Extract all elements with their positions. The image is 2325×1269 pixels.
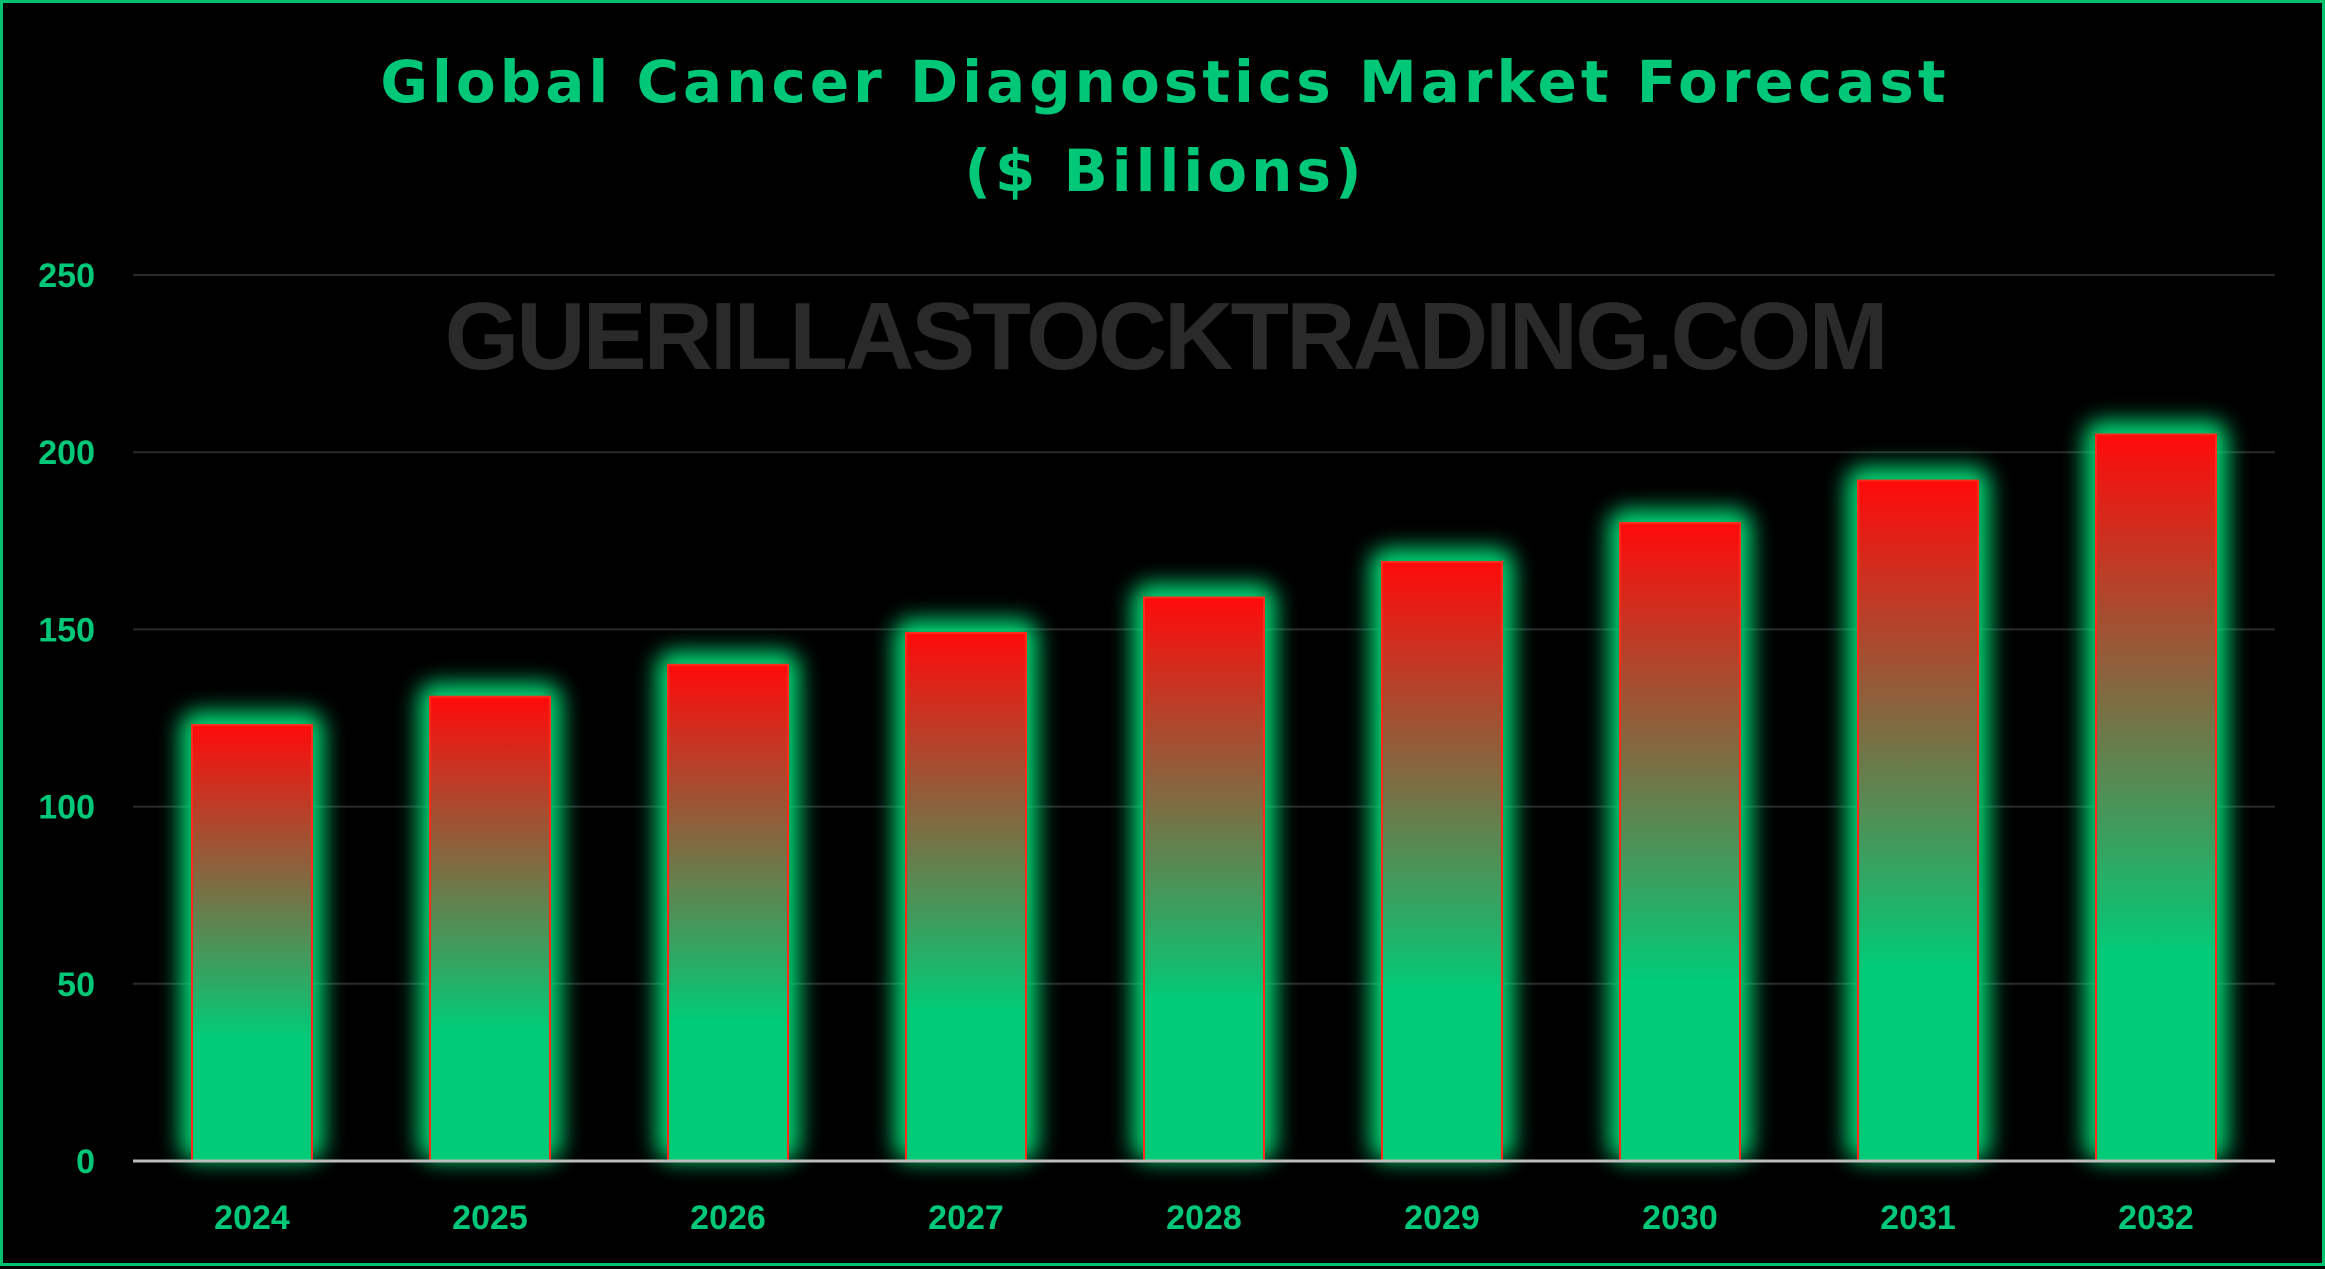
chart-title: Global Cancer Diagnostics Market Forecas… (380, 48, 1949, 116)
x-tick-label: 2027 (928, 1199, 1004, 1237)
x-tick-label: 2028 (1166, 1199, 1242, 1237)
x-tick-label: 2032 (2118, 1199, 2194, 1237)
bars (191, 433, 2217, 1163)
x-tick-label: 2029 (1404, 1199, 1480, 1237)
bar-2027 (905, 631, 1027, 1162)
y-tick-label: 0 (76, 1143, 95, 1181)
x-tick-label: 2031 (1880, 1199, 1956, 1237)
y-tick-label: 150 (38, 611, 95, 649)
x-tick-label: 2025 (452, 1199, 528, 1237)
y-axis-ticks: 0 50 100 150 200 250 (38, 257, 95, 1181)
x-tick-label: 2026 (690, 1199, 766, 1237)
bar-chart: Global Cancer Diagnostics Market Forecas… (38, 48, 2275, 1237)
bar-2032 (2095, 433, 2217, 1163)
bar-2028 (1143, 596, 1265, 1162)
chart-subtitle: ($ Billions) (965, 137, 1366, 205)
bar-2024 (191, 724, 313, 1162)
y-tick-label: 250 (38, 257, 95, 295)
watermark-text: GUERILLASTOCKTRADING.COM (445, 283, 1886, 390)
bar-2025 (429, 695, 551, 1163)
x-tick-label: 2030 (1642, 1199, 1718, 1237)
bar-2026 (667, 663, 789, 1163)
x-axis-ticks: 2024 2025 2026 2027 2028 2029 2030 2031 2032 (214, 1199, 2194, 1237)
bar-2031 (1857, 479, 1979, 1162)
y-tick-label: 200 (38, 434, 95, 472)
bar-2030 (1619, 522, 1741, 1162)
bar-2029 (1381, 561, 1503, 1162)
x-tick-label: 2024 (214, 1199, 290, 1237)
y-tick-label: 50 (57, 966, 95, 1004)
y-tick-label: 100 (38, 789, 95, 827)
